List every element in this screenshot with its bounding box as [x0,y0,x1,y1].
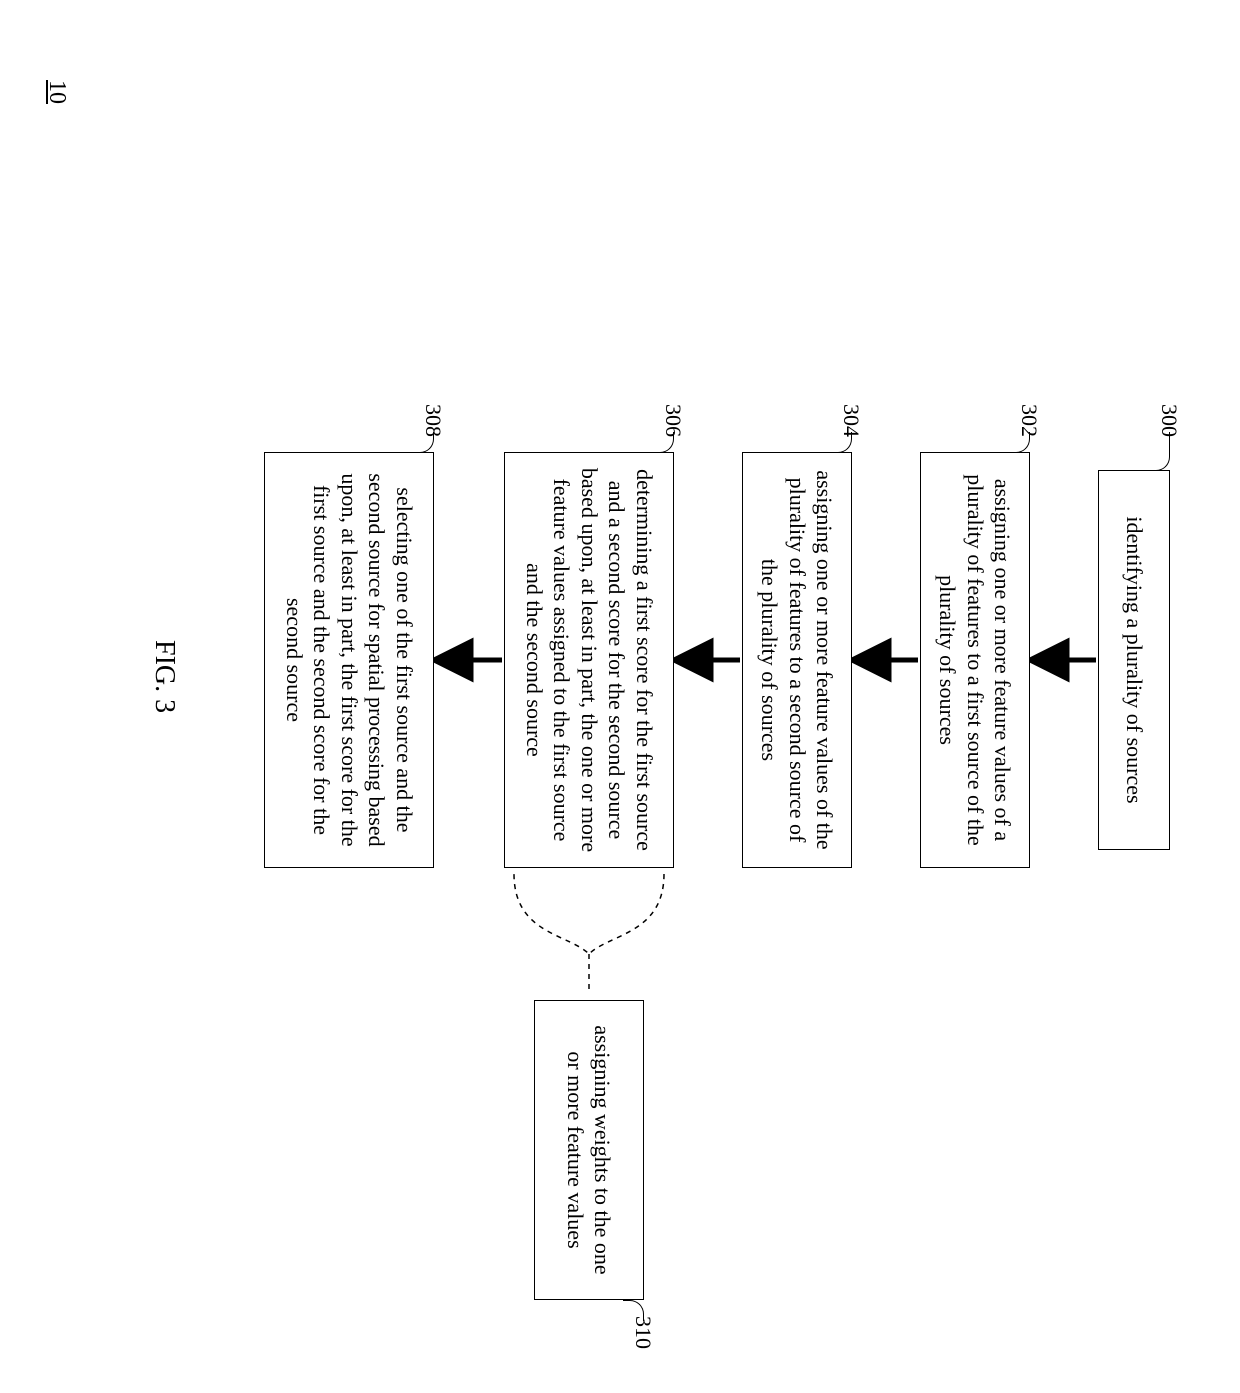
lead-n300 [1149,432,1170,471]
node-310: assigning weights to the one or more fea… [534,1000,644,1300]
diagram-frame: identifying a plurality of sources assig… [0,0,1240,1393]
node-308: selecting one of the first source and th… [264,452,434,868]
node-302-text: assigning one or more feature values of … [934,467,1017,853]
lead-n302 [1009,432,1030,453]
node-308-text: selecting one of the first source and th… [280,467,418,853]
lead-n310 [623,1300,644,1321]
node-300-text: identifying a plurality of sources [1120,516,1148,803]
node-304-text: assigning one or more feature values of … [756,467,839,853]
brace-306-to-310 [514,874,664,954]
figure-label: FIG. 3 [148,640,180,713]
lead-n304 [831,432,852,453]
lead-n306 [653,432,674,453]
node-300: identifying a plurality of sources [1098,470,1170,850]
rotated-canvas: identifying a plurality of sources assig… [0,0,1240,1240]
page-number: 10 [43,80,70,104]
node-304: assigning one or more feature values of … [742,452,852,868]
node-306: determining a first score for the first … [504,452,674,868]
node-310-text: assigning weights to the one or more fea… [562,1015,617,1285]
node-302: assigning one or more feature values of … [920,452,1030,868]
node-306-text: determining a first score for the first … [520,467,658,853]
lead-n308 [413,432,434,453]
